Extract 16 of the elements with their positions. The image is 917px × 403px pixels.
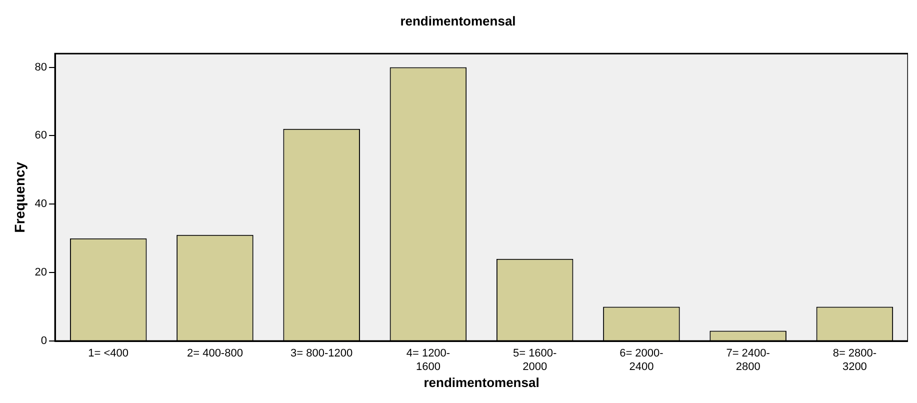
x-axis-title: rendimentomensal: [424, 374, 540, 390]
x-tick-label: 6= 2000-2400: [620, 348, 664, 373]
y-tick-label: 20: [34, 266, 48, 279]
chart-title: rendimentomensal: [400, 13, 516, 28]
y-tick-label: 60: [34, 130, 48, 142]
y-tick-label: 80: [34, 61, 48, 74]
y-tick-label: 40: [34, 198, 48, 210]
y-axis-title: Frequency: [11, 162, 28, 233]
x-tick-label: 4= 1200-1600: [406, 348, 450, 373]
x-tick-label: 2= 400-800: [186, 348, 243, 360]
x-tick-label: 1= <400: [88, 348, 129, 360]
x-tick-label: 5= 1600-2000: [512, 348, 558, 373]
x-tick-label: 8= 2800-3200: [832, 348, 877, 373]
x-tick-label: 3= 800-1200: [290, 348, 353, 360]
y-tick-label: 0: [40, 335, 48, 348]
x-tick-label: 7= 2400-2800: [726, 348, 770, 373]
